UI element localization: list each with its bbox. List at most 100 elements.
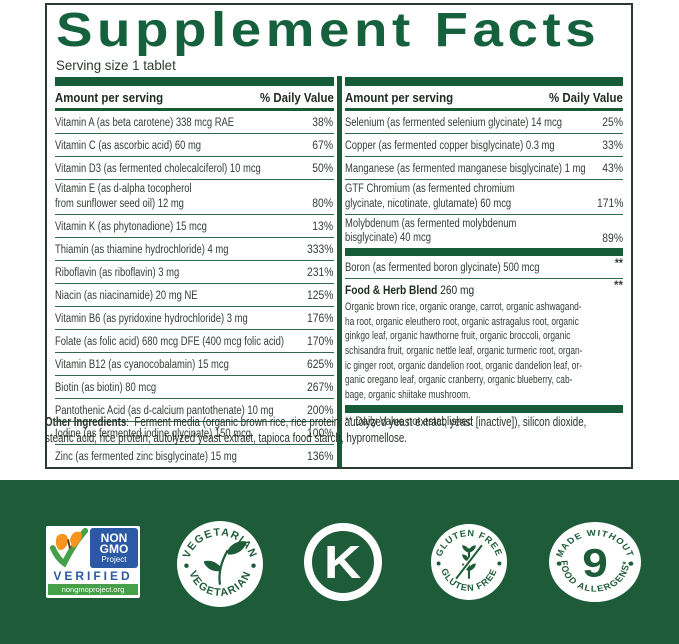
nutrient-value: 67% — [312, 140, 334, 153]
nutrient-value: 80% — [312, 198, 334, 210]
nutrient-value: 43% — [602, 163, 623, 176]
nutrient-name: Copper (as fermented copper bisglycinate… — [344, 140, 555, 152]
nutrient-value: 13% — [312, 221, 334, 233]
nutrient-name: Thiamin (as thiamine hydrochloride) 4 mg — [55, 243, 229, 256]
nutrient-name: Vitamin B6 (as pyridoxine hydrochloride)… — [55, 312, 248, 325]
nutrient-row: Selenium (as fermented selenium glycinat… — [344, 111, 623, 134]
nongmo-url: nongmoproject.org — [48, 584, 138, 595]
nutrient-value: 171% — [596, 198, 623, 210]
nutrient-value: 267% — [307, 382, 334, 394]
nongmo-line2: GMO — [99, 541, 129, 556]
allergen-free-badge: MADE WITHOUT FOOD ALLERGENS* 9 — [549, 522, 641, 602]
non-gmo-verified-badge: NON GMO Project VERIFIED nongmoproject.o… — [46, 526, 140, 598]
nutrient-value: 170% — [307, 336, 334, 348]
nutrient-value: 100% — [307, 428, 334, 440]
blend-title: Food & Herb Blend 260 mg — [345, 283, 474, 298]
kosher-letter: K — [324, 536, 362, 588]
nutrient-value: 38% — [312, 117, 334, 130]
nutrient-name: Niacin (as niacinamide) 20 mg NE — [55, 289, 198, 302]
nutrient-name: Molybdenum (as fermented molybdenum bisg… — [344, 217, 516, 245]
blend-description: Organic brown rice, organic orange, carr… — [344, 301, 582, 401]
nutrient-row: Manganese (as fermented manganese bisgly… — [344, 157, 623, 180]
nutrient-value: 50% — [312, 163, 334, 176]
nongmo-line1: NON — [100, 530, 128, 545]
facts-column-right: Amount per serving % Daily Value Seleniu… — [344, 76, 624, 467]
nutrient-row: Biotin (as biotin) 80 mcg 267% — [55, 376, 334, 399]
nutrient-row: Vitamin B6 (as pyridoxine hydrochloride)… — [55, 307, 334, 330]
blend-name: Food & Herb Blend — [344, 283, 437, 298]
boron-row: Boron (as fermented boron glycinate) 500… — [344, 256, 623, 280]
vegetarian-badge: VEGETARIAN VEGETARIAN — [177, 521, 263, 607]
nutrient-row: Vitamin D3 (as fermented cholecalciferol… — [55, 157, 334, 180]
food-herb-blend: Food & Herb Blend 260 mg ** Organic brow… — [345, 279, 624, 405]
nutrient-name: Selenium (as fermented selenium glycinat… — [344, 117, 562, 129]
nutrient-value: 125% — [307, 290, 334, 302]
nutrient-name: Folate (as folic acid) 680 mcg DFE (400 … — [55, 335, 285, 348]
blend-amount: 260 mg — [436, 283, 474, 298]
daily-value-footnote: ** Daily Value not established — [344, 416, 473, 429]
nutrient-name: Manganese (as fermented manganese bisgly… — [344, 163, 586, 175]
nutrient-name: Vitamin C (as ascorbic acid) 60 mg — [55, 140, 202, 152]
nutrient-name: Boron (as fermented boron glycinate) 500… — [344, 262, 539, 275]
daily-value-header-label: % Daily Value — [549, 90, 623, 105]
amount-header-label: Amount per serving — [55, 90, 164, 105]
nutrient-row: Folate (as folic acid) 680 mcg DFE (400 … — [55, 330, 334, 353]
nutrient-row: Thiamin (as thiamine hydrochloride) 4 mg… — [55, 238, 334, 261]
nutrient-value: 33% — [602, 140, 623, 153]
nutrient-row: Pantothenic Acid (as d-calcium pantothen… — [55, 399, 334, 422]
other-ingredients: Other Ingredients: Ferment media (organi… — [45, 414, 586, 446]
nutrient-value: 231% — [307, 267, 334, 279]
nutrient-row: Vitamin C (as ascorbic acid) 60 mg 67% — [55, 134, 334, 157]
nutrient-name: Vitamin K (as phytonadione) 15 mcg — [55, 220, 207, 233]
nongmo-top: NON GMO Project — [48, 528, 138, 568]
daily-value-header-label: % Daily Value — [259, 90, 334, 105]
nutrient-row: Copper (as fermented copper bisglycinate… — [344, 134, 623, 157]
nutrient-name: Biotin (as biotin) 80 mcg — [55, 381, 157, 394]
nutrient-value: 625% — [307, 359, 334, 371]
column-divider — [336, 76, 342, 467]
column-topbar — [55, 77, 334, 86]
serving-size: Serving size 1 tablet — [56, 57, 176, 73]
amount-header-label: Amount per serving — [344, 90, 453, 105]
nutrient-value: 89% — [602, 232, 623, 245]
nutrient-value: ** — [614, 258, 623, 271]
nutrient-row: Vitamin A (as beta carotene) 338 mcg RAE… — [55, 111, 334, 134]
nongmo-box: NON GMO Project — [90, 528, 138, 568]
nutrient-value: 333% — [307, 244, 334, 256]
nutrient-name: Pantothenic Acid (as d-calcium pantothen… — [55, 404, 274, 417]
blend-daily-value: ** — [614, 280, 623, 293]
facts-column-left: Amount per serving % Daily Value Vitamin… — [55, 76, 334, 467]
verified-label: VERIFIED — [53, 569, 133, 583]
leaf-icon — [203, 541, 247, 585]
column-header: Amount per serving % Daily Value — [344, 88, 623, 111]
wheat-icon — [454, 543, 484, 581]
gluten-free-badge: GLUTEN FREE GLUTEN FREE — [431, 524, 507, 600]
nutrient-value: 25% — [602, 117, 623, 130]
nutrient-row: Riboflavin (as riboflavin) 3 mg 231% — [55, 261, 334, 284]
nutrient-row: Iodine (as fermented iodine glycinate) 1… — [55, 422, 334, 445]
nutrient-row: Niacin (as niacinamide) 20 mg NE 125% — [55, 284, 334, 307]
nutrient-name: Vitamin A (as beta carotene) 338 mcg RAE — [55, 117, 235, 129]
kosher-badge: K — [304, 523, 382, 601]
nongmo-line3: Project — [101, 554, 127, 564]
nutrient-row: GTF Chromium (as fermented chromium glyc… — [344, 180, 623, 215]
nutrient-name: Vitamin B12 (as cyanocobalamin) 15 mcg — [55, 358, 229, 371]
badge-band: NON GMO Project VERIFIED nongmoproject.o… — [0, 480, 679, 644]
nutrient-row: Molybdenum (as fermented molybdenum bisg… — [345, 215, 624, 249]
nutrient-name: GTF Chromium (as fermented chromium glyc… — [344, 183, 515, 210]
nutrient-value: 176% — [307, 313, 334, 325]
butterfly-icon — [49, 528, 89, 568]
nutrient-row: Vitamin E (as d-alpha tocopherol from su… — [55, 180, 334, 215]
nutrient-name: Riboflavin (as riboflavin) 3 mg — [55, 266, 180, 279]
panel-title: Supplement Facts — [56, 4, 601, 57]
supplement-facts-panel: Supplement Facts Serving size 1 tablet A… — [45, 3, 633, 469]
nutrient-name: Vitamin D3 (as fermented cholecalciferol… — [55, 163, 261, 175]
column-header: Amount per serving % Daily Value — [55, 88, 334, 111]
nutrient-row: Zinc (as fermented zinc bisglycinate) 15… — [55, 445, 334, 467]
allergen-number: 9 — [582, 541, 608, 586]
nutrient-name: Iodine (as fermented iodine glycinate) 1… — [55, 427, 252, 440]
other-ingredients-text: : Ferment media (organic brown rice, ric… — [45, 415, 587, 445]
facts-columns: Amount per serving % Daily Value Vitamin… — [55, 76, 623, 467]
nutrient-row: Vitamin K (as phytonadione) 15 mcg 13% — [55, 215, 334, 238]
nutrient-name: Vitamin E (as d-alpha tocopherol from su… — [55, 183, 192, 210]
